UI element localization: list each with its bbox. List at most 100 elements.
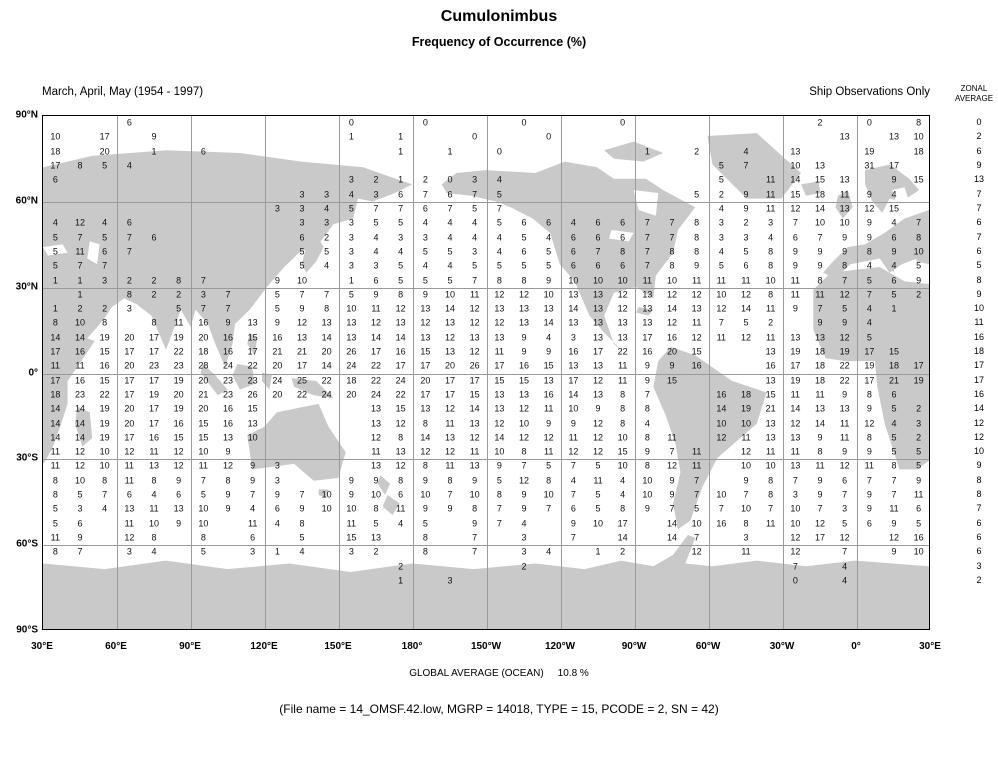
grid-value: 10 [296,275,308,285]
grid-value: 10 [518,418,530,429]
grid-value: 10 [716,289,727,300]
grid-value: 13 [247,317,258,328]
grid-value: 20 [124,403,135,414]
zonal-average-value: 10 [973,303,984,314]
grid-value: 22 [321,375,332,386]
grid-value: 28 [198,360,209,371]
grid-value: 22 [370,375,382,386]
grid-value: 5 [743,317,749,328]
grid-value: 3 [570,332,576,343]
grid-value: 12 [592,432,604,443]
grid-value: 7 [718,503,724,514]
grid-value: 4 [447,260,453,271]
grid-value: 16 [913,532,924,543]
grid-value: 19 [148,389,160,400]
grid-value: 16 [148,432,160,443]
grid-value: 11 [445,460,455,471]
grid-value: 10 [642,475,653,486]
grid-value: 0 [866,117,872,128]
grid-value: 7 [324,289,330,300]
grid-value: 6 [521,217,527,228]
grid-value: 10 [247,432,258,443]
grid-value: 18 [814,346,826,357]
grid-value: 8 [422,460,428,471]
grid-value: 9 [250,460,256,471]
grid-value: 6 [546,217,552,228]
grid-value: 7 [496,518,502,529]
grid-value: 2 [422,174,428,185]
landmass-britain [835,190,853,219]
grid-value: 5 [916,518,922,529]
grid-value: 22 [617,346,628,357]
grid-value: 13 [321,317,332,328]
grid-value: 1 [595,546,601,557]
grid-value: 3 [299,217,305,228]
grid-value: 11 [346,518,356,529]
longitude-axis-label: 150°W [470,641,502,652]
grid-value: 14 [50,403,61,414]
grid-value: 8 [176,275,182,285]
grid-value: 17 [124,389,135,400]
grid-value: 17 [370,346,382,357]
grid-value: 9 [866,217,872,228]
grid-value: 7 [422,189,428,200]
grid-value: 20 [99,146,110,157]
grid-value: 6 [916,503,922,514]
grid-value: 2 [126,275,132,285]
grid-value: 4 [891,189,897,200]
grid-value: 3 [299,203,305,214]
grid-value: 6 [102,246,108,257]
grid-value: 22 [839,375,850,386]
grid-value: 4 [102,503,108,514]
grid-value: 13 [543,303,554,314]
grid-value: 5 [718,160,724,171]
grid-value: 25 [296,375,308,386]
longitude-axis-label: 30°E [919,641,941,652]
grid-value: 15 [518,375,530,386]
grid-value: 13 [346,332,357,343]
grid-value: 18 [913,146,924,157]
grid-value: 7 [200,475,206,486]
grid-value: 2 [916,289,922,300]
landmass-iceland [801,181,821,196]
grid-value: 19 [864,360,875,371]
grid-value: 4 [546,232,552,243]
grid-value: 13 [888,131,900,142]
zonal-average-value: 16 [973,331,984,342]
grid-value: 8 [620,503,626,514]
longitude-axis-label: 30°E [31,641,53,652]
grid-value: 7 [496,203,502,214]
grid-value: 10 [666,275,678,285]
grid-value: 5 [77,489,83,500]
grid-value: 13 [642,303,653,314]
landmass-anatolia [914,247,929,265]
grid-value: 14 [740,303,752,314]
grid-value: 6 [891,275,897,285]
grid-value: 16 [74,346,86,357]
grid-value: 11 [839,189,850,200]
grid-value: 11 [198,460,208,471]
meridian-gridline [783,116,784,629]
grid-value: 10 [765,275,776,285]
grid-value: 17 [420,360,431,371]
grid-value: 3 [718,217,724,228]
grid-value: 7 [200,303,206,314]
grid-value: 2 [620,546,626,557]
grid-value: 5 [52,246,58,257]
grid-value: 14 [74,403,86,414]
grid-value: 19 [790,346,801,357]
grid-value: 7 [768,503,774,514]
grid-value: 5 [324,246,330,257]
zonal-average-header: ZONAL AVERAGE [950,84,998,104]
grid-value: 10 [50,131,61,142]
grid-value: 6 [570,503,576,514]
grid-value: 17 [568,375,579,386]
grid-value: 8 [546,475,552,486]
grid-value: 9 [891,246,897,257]
grid-value: 10 [617,275,628,285]
grid-value: 9 [743,203,749,214]
grid-value: 9 [891,174,897,185]
grid-value: 3 [447,575,453,586]
grid-value: 1 [644,146,650,157]
grid-value: 17 [592,346,604,357]
